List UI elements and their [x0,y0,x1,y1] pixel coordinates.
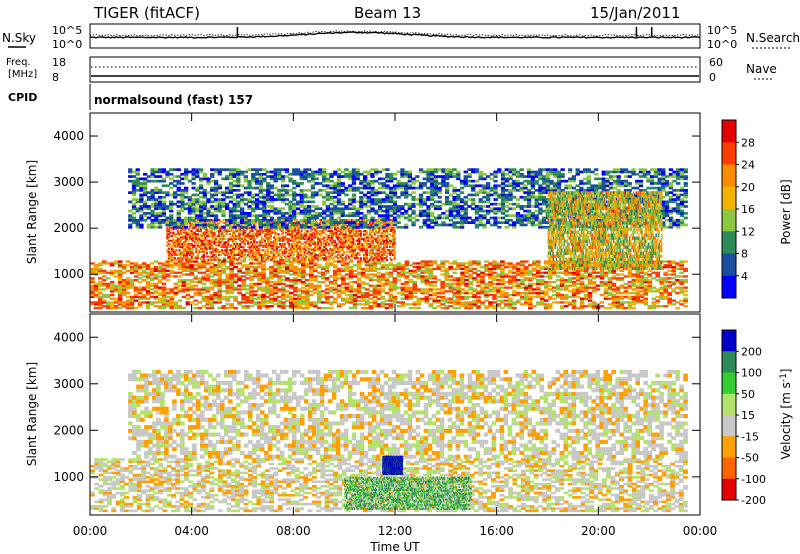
velocity-cbar-seg-2 [722,372,736,395]
power-cbar-ticklabel-4: 12 [741,225,755,238]
power-ticklabel-3: 4000 [53,129,84,143]
velocity-region-2 [382,455,404,475]
radar-title: TIGER (fitACF) [93,4,200,22]
power-cbar-seg-2 [722,164,736,188]
velocity-colorbar-label: Velocity [m s-1] [779,369,793,460]
xticklabel-0: 00:00 [73,524,108,538]
power-cbar-seg-4 [722,209,736,232]
velocity-cbar-ticklabel-2: 50 [741,388,755,401]
velocity-region-1 [128,369,688,459]
velocity-ylabel: Slant Range [km] [25,362,39,466]
power-cbar-seg-3 [722,186,736,210]
power-cbar-ticklabel-5: 8 [741,248,748,261]
power-cbar-ticklabel-3: 16 [741,203,755,216]
power-cbar-ticklabel-0: 28 [741,136,755,149]
nsky-label: N.Sky [2,31,36,45]
xticklabel-4: 16:00 [479,524,514,538]
power-cbar-ticklabel-2: 20 [741,181,755,194]
velocity-ticklabel-3: 4000 [53,330,84,344]
velocity-cbar-seg-0 [722,330,736,352]
velocity-cbar-seg-4 [722,415,736,437]
nsearch-tick-low: 10^0 [707,38,737,51]
power-colorbar: 28 24 20 16 12 8 4 [721,119,755,299]
nsky-tick-low: 10^0 [52,38,82,51]
velocity-colorbar: 200 100 50 15 -15 -50 -100 -200 [721,329,766,507]
velocity-cbar-ticklabel-1: 100 [741,367,762,380]
time-x-axis: 00:00 04:00 08:00 12:00 16:00 20:00 00:00 [73,113,718,538]
velocity-cbar-ticklabel-6: -100 [741,473,766,486]
power-cbar-seg-5 [722,231,736,254]
noise-panel: N.Sky 10^5 10^0 10^5 10^0 N.Search [2,23,800,51]
freq-tick-high: 18 [52,56,66,69]
nave-label: Nave [746,62,777,76]
velocity-cbar-ticklabel-3: 15 [741,409,755,422]
nave-tick-high: 60 [709,56,723,69]
velocity-cbar-seg-3 [722,393,736,416]
power-y-axis: 1000 2000 3000 4000 [53,129,700,281]
power-cbar-seg-7 [722,275,736,299]
nsearch-label: N.Search [746,31,800,45]
power-region-3 [547,191,663,270]
velocity-data-area [90,369,688,513]
cpid-value: normalsound (fast) 157 [94,93,253,107]
velocity-region-3 [344,476,472,510]
velocity-cbar-ticklabel-4: -15 [741,430,759,443]
power-ticklabel-2: 3000 [53,175,84,189]
nsearch-tick-high: 10^5 [707,24,737,37]
velocity-cbar-ticklabel-7: -200 [741,494,766,507]
power-cbar-ticklabel-1: 24 [741,159,755,172]
xticklabel-2: 08:00 [276,524,311,538]
xticklabel-6: 00:00 [683,524,718,538]
velocity-y-axis: 1000 2000 3000 4000 [53,330,700,484]
power-cbar-seg-1 [722,142,736,165]
velocity-panel: 1000 2000 3000 4000 Slant Range [km] 200 100… [25,113,793,554]
power-ticklabel-1: 2000 [53,221,84,235]
power-region-0 [90,260,688,310]
noise-traces [89,27,701,39]
power-cbar-seg-6 [722,253,736,277]
cpid-label: CPID [8,91,37,104]
velocity-ticklabel-0: 1000 [53,470,84,484]
power-cbar-ticklabel-6: 4 [741,270,748,283]
velocity-cbar-ticklabel-0: 200 [741,345,762,358]
nsky-trace [90,31,701,39]
freq-unit: [MHz] [8,69,37,80]
velocity-region-0 [90,458,688,513]
freq-tick-low: 8 [52,71,59,84]
velocity-cbar-seg-6 [722,457,736,480]
power-data-area [90,168,688,310]
nave-tick-low: 0 [709,71,716,84]
power-ticklabel-0: 1000 [53,267,84,281]
velocity-cbar-seg-7 [722,478,736,501]
velocity-ticklabel-2: 3000 [53,377,84,391]
xlabel: Time UT [369,540,420,554]
xticklabel-3: 12:00 [378,524,413,538]
xticklabel-5: 20:00 [581,524,616,538]
velocity-cbar-ticklabel-5: -50 [741,452,759,465]
nsky-tick-high: 10^5 [52,24,82,37]
beam-title: Beam 13 [354,4,421,22]
power-colorbar-label: Power [dB] [779,179,793,244]
power-ylabel: Slant Range [km] [25,160,39,264]
power-panel: 1000 2000 3000 4000 Slant Range [km] 28 24 20… [25,112,793,313]
velocity-ticklabel-1: 2000 [53,423,84,437]
velocity-cbar-seg-1 [722,351,736,373]
cpid-row: CPID normalsound (fast) 157 [8,84,253,110]
velocity-cbar-seg-5 [722,436,736,458]
power-cbar-seg-0 [722,120,736,143]
xticklabel-1: 04:00 [174,524,209,538]
date-title: 15/Jan/2011 [590,4,681,22]
freq-panel: Freq. [MHz] 18 8 60 0 Nave [6,56,777,84]
freq-label: Freq. [6,57,31,68]
